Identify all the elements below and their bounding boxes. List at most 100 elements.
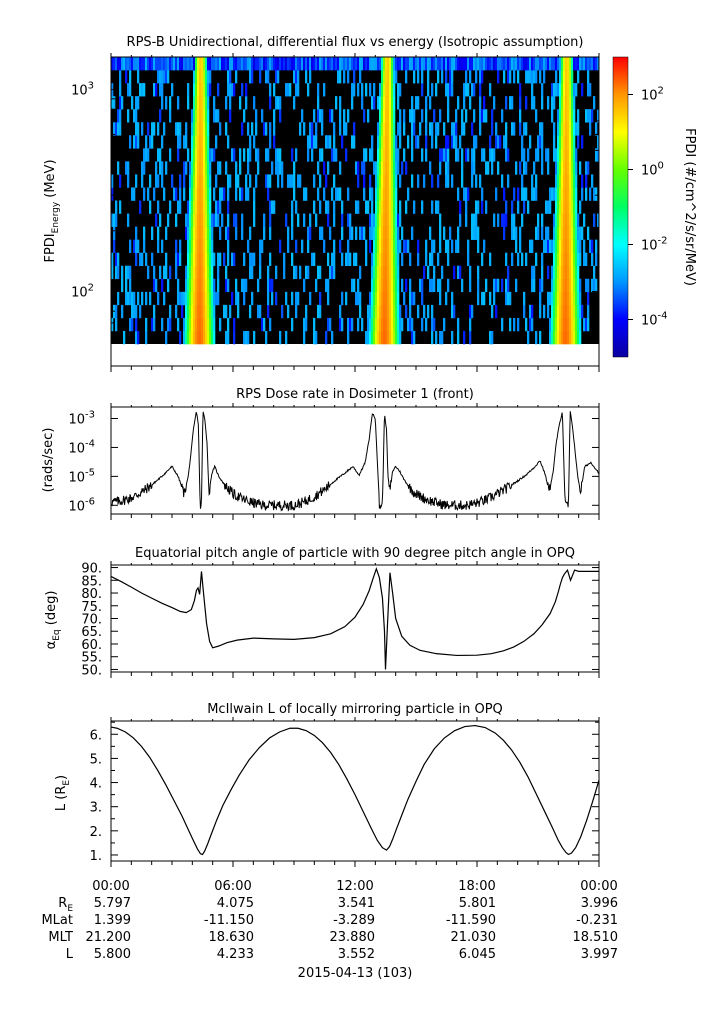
spectrogram-cell — [577, 304, 580, 319]
spectrogram-cell — [217, 213, 220, 227]
spectrogram-cell — [389, 96, 392, 110]
spectrogram-cell — [209, 57, 212, 71]
spectrogram-cell — [161, 70, 164, 84]
spectrogram-cell — [443, 226, 446, 240]
spectrogram-cell — [457, 239, 460, 253]
spectrogram-cell — [577, 213, 580, 227]
spectrogram-cell — [563, 70, 566, 84]
spectrogram-cell — [411, 317, 414, 332]
spectrogram-cell — [353, 83, 356, 97]
spectrogram-cell — [159, 213, 162, 227]
spectrogram-cell — [193, 109, 196, 123]
spectrogram-cell — [289, 174, 292, 188]
spectrogram-cell — [241, 213, 244, 227]
spectrogram-cell — [501, 278, 504, 293]
spectrogram-cell — [229, 109, 232, 123]
spectrogram-cell — [341, 252, 344, 267]
spectrogram-cell — [567, 330, 570, 345]
spectrogram-cell — [269, 200, 272, 214]
spectrogram-cell — [569, 213, 572, 227]
spectrogram-cell — [597, 57, 600, 71]
spectrogram-cell — [133, 57, 136, 71]
spectrogram-cell — [233, 57, 236, 71]
spectrogram-cell — [389, 213, 392, 227]
spectrogram-cell — [363, 174, 366, 188]
spectrogram-cell — [375, 57, 378, 71]
spectrogram-cell — [469, 57, 472, 71]
panel-1-y-label-main: FPDI — [43, 233, 58, 262]
spectrogram-cell — [303, 187, 306, 201]
spectrogram-cell — [143, 83, 146, 97]
spectrogram-cell — [293, 161, 296, 175]
spectrogram-cell — [185, 291, 188, 306]
spectrogram-cell — [339, 96, 342, 110]
spectrogram-cell — [475, 135, 478, 149]
panel-2-y-ticks: 10-310-410-510-6 — [68, 410, 599, 514]
spectrogram-cell — [517, 252, 520, 267]
spectrogram-cell — [205, 304, 208, 319]
spectrogram-cell — [403, 122, 406, 136]
spectrogram-cell — [191, 57, 194, 71]
spectrogram-cell — [377, 278, 380, 293]
spectrogram-cell — [451, 70, 454, 84]
spectrogram-cell — [291, 174, 294, 188]
spectrogram-cell — [197, 174, 200, 188]
spectrogram-cell — [207, 213, 210, 227]
spectrogram-cell — [257, 304, 260, 319]
spectrogram-cell — [515, 161, 518, 175]
spectrogram-cell — [123, 330, 126, 345]
spectrogram-cell — [393, 278, 396, 293]
spectrogram-cell — [391, 330, 394, 345]
spectrogram-cell — [361, 96, 364, 110]
spectrogram-cell — [377, 330, 380, 345]
spectrogram-cell — [421, 57, 424, 71]
spectrogram-cell — [377, 135, 380, 149]
spectrogram-cell — [561, 330, 564, 345]
spectrogram-cell — [197, 330, 200, 345]
spectrogram-cell — [589, 57, 592, 71]
panel-2-x-ticks — [110, 403, 600, 520]
pitch-angle-trace — [110, 566, 599, 670]
spectrogram-cell — [585, 161, 588, 175]
spectrogram-cell — [197, 83, 200, 97]
spectrogram-cell — [561, 109, 564, 123]
date-label: 2015-04-13 (103) — [298, 966, 413, 981]
spectrogram-cell — [457, 148, 460, 162]
spectrogram-cell — [323, 83, 326, 97]
spectrogram-cell — [293, 96, 296, 110]
spectrogram-cell — [201, 304, 204, 319]
spectrogram-cell — [495, 122, 498, 136]
spectrogram-cell — [241, 122, 244, 136]
spectrogram-cell — [587, 317, 590, 332]
spectrogram-cell — [247, 122, 250, 136]
spectrogram-cell — [565, 291, 568, 306]
spectrogram-cell — [511, 200, 514, 214]
spectrogram-cell — [203, 304, 206, 319]
spectrogram-cell — [175, 304, 178, 319]
spectrogram-cell — [439, 57, 442, 71]
y-tick-exp: -5 — [85, 467, 95, 478]
spectrogram-cell — [563, 304, 566, 319]
spectrogram-cell — [507, 57, 510, 71]
spectrogram-cell — [557, 83, 560, 97]
spectrogram-cell — [275, 291, 278, 306]
spectrogram-cell — [541, 265, 544, 280]
spectrogram-cell — [149, 57, 152, 71]
spectrogram-cell — [519, 83, 522, 97]
spectrogram-cell — [259, 304, 262, 319]
spectrogram-cell — [341, 291, 344, 306]
spectrogram-cell — [539, 70, 542, 84]
spectrogram-cell — [417, 70, 420, 84]
spectrogram-cell — [569, 83, 572, 97]
spectrogram-cell — [513, 122, 516, 136]
spectrogram-cell — [205, 252, 208, 267]
spectrogram-cell — [363, 109, 366, 123]
spectrogram-cell — [525, 317, 528, 332]
spectrogram-cell — [473, 213, 476, 227]
spectrogram-cell — [375, 317, 378, 332]
spectrogram-cell — [393, 317, 396, 332]
spectrogram-cell — [409, 291, 412, 306]
spectrogram-cell — [581, 57, 584, 71]
spectrogram-cell — [171, 174, 174, 188]
spectrogram-cell — [127, 213, 130, 227]
